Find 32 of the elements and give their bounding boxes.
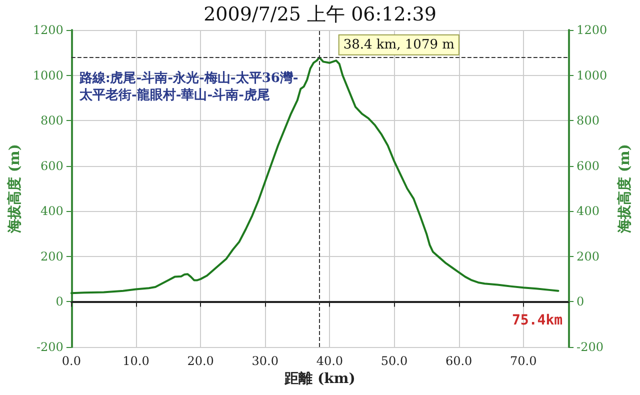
annotation: 路線:虎尾-斗南-永光-梅山-太平36灣-太平老街-龍眼村-華山-斗南-虎尾 — [78, 70, 298, 103]
x-tick-label: 0.0 — [62, 354, 81, 368]
y-tick-label: 0 — [56, 294, 64, 309]
x-tick-label: 40.0 — [316, 354, 344, 368]
y2-tick-label: 600 — [576, 158, 600, 173]
y-tick-label: 1000 — [32, 68, 64, 82]
x-axis-title: 距離 (km) — [284, 370, 356, 387]
y2-tick-label: 400 — [576, 204, 600, 218]
y2-axis-title: 海拔高度 (m) — [616, 144, 633, 234]
y-tick-label: 600 — [40, 158, 64, 173]
y-tick-label: 400 — [40, 204, 64, 218]
chart-title: 2009/7/25 上午 06:12:39 — [204, 4, 436, 26]
y2-tick-label: 800 — [576, 114, 600, 128]
x-tick-label: 60.0 — [445, 354, 472, 368]
y2-tick-label: -200 — [576, 340, 604, 354]
y2-tick-label: 0 — [576, 294, 584, 309]
y-tick-label: 200 — [40, 249, 64, 264]
y-tick-label: 800 — [40, 114, 64, 128]
line-series — [70, 56, 560, 294]
x-tick-label: 30.0 — [252, 354, 278, 368]
y-tick-label: 1200 — [32, 23, 64, 37]
y2-tick-label: 1000 — [576, 68, 608, 82]
annotation: 38.4 km, 1079 m — [343, 37, 454, 52]
annotation: 75.4km — [512, 312, 563, 329]
y2-tick-label: 200 — [576, 249, 600, 264]
x-tick-label: 10.0 — [122, 354, 150, 368]
x-tick-label: 70.0 — [510, 354, 537, 368]
x-tick-label: 50.0 — [380, 354, 408, 368]
y2-tick-label: 1200 — [576, 23, 608, 37]
y-tick-label: -200 — [36, 340, 64, 354]
y-axis-title: 海拔高度 (m) — [6, 144, 23, 234]
x-tick-label: 20.0 — [187, 354, 214, 368]
